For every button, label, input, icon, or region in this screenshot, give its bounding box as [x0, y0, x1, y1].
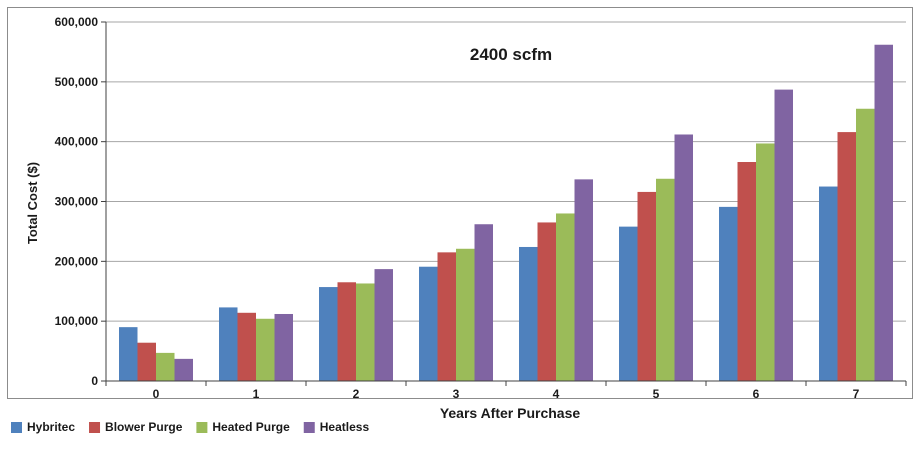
bar-heatless — [274, 313, 293, 381]
bar-hybritec — [519, 246, 538, 381]
legend-swatch — [303, 422, 315, 433]
y-tick-label: 400,000 — [55, 135, 99, 149]
bar-heatless — [874, 44, 893, 382]
bar-blower-purge — [437, 252, 456, 381]
bar-heated-purge — [556, 213, 575, 381]
y-tick-label: 500,000 — [55, 75, 99, 89]
bar-hybritec — [319, 287, 338, 381]
bar-heated-purge — [356, 283, 375, 381]
bar-heatless — [674, 134, 693, 381]
bar-heated-purge — [756, 143, 775, 381]
bar-blower-purge — [137, 342, 156, 381]
legend: Hybritec Blower Purge Heated Purge Heatless — [11, 420, 369, 434]
bar-heatless — [774, 89, 793, 381]
bar-hybritec — [419, 266, 438, 381]
legend-swatch — [89, 422, 101, 433]
bar-blower-purge — [537, 222, 556, 381]
bar-heatless — [574, 179, 593, 381]
x-tick-labels: 0 1 2 3 4 5 6 7 — [153, 387, 860, 401]
legend-swatch — [11, 422, 22, 433]
x-tick-label: 6 — [753, 387, 760, 401]
axes — [101, 21, 907, 386]
y-tick-label: 300,000 — [55, 195, 99, 209]
y-tick-label: 600,000 — [55, 15, 99, 29]
bar-blower-purge — [637, 191, 656, 381]
bar-hybritec — [219, 307, 238, 381]
bar-heated-purge — [156, 352, 175, 381]
bar-hybritec — [819, 186, 838, 381]
bar-heated-purge — [656, 178, 675, 381]
legend-label: Heated Purge — [212, 420, 290, 434]
bar-heatless — [474, 224, 493, 381]
y-axis-label: Total Cost ($) — [25, 162, 40, 244]
bar-heatless — [374, 269, 393, 381]
x-tick-label: 3 — [453, 387, 460, 401]
bar-blower-purge — [237, 312, 256, 381]
x-tick-label: 1 — [253, 387, 260, 401]
bar-hybritec — [719, 206, 738, 381]
bar-hybritec — [119, 327, 138, 381]
y-tick-label: 200,000 — [55, 254, 99, 268]
y-tick-labels: 0 100,000 200,000 300,000 400,000 500,000 600,… — [55, 15, 99, 388]
bars — [119, 44, 893, 382]
bar-blower-purge — [737, 162, 756, 381]
y-tick-label: 0 — [91, 374, 98, 388]
x-tick-label: 5 — [653, 387, 660, 401]
bar-heated-purge — [856, 108, 875, 381]
bar-heated-purge — [256, 318, 275, 381]
y-tick-label: 100,000 — [55, 314, 99, 328]
legend-label: Blower Purge — [105, 420, 183, 434]
legend-label: Hybritec — [27, 420, 75, 434]
x-tick-label: 0 — [153, 387, 160, 401]
bar-blower-purge — [337, 282, 356, 381]
bar-heated-purge — [456, 248, 475, 381]
x-tick-label: 4 — [553, 387, 560, 401]
bar-heatless — [174, 358, 193, 381]
legend-label: Heatless — [320, 420, 370, 434]
chart-title: 2400 scfm — [470, 45, 552, 64]
bar-blower-purge — [837, 132, 856, 381]
legend-swatch — [196, 422, 208, 433]
bar-hybritec — [619, 226, 638, 381]
x-axis-label: Years After Purchase — [440, 405, 581, 421]
x-tick-label: 2 — [353, 387, 360, 401]
x-tick-label: 7 — [853, 387, 860, 401]
